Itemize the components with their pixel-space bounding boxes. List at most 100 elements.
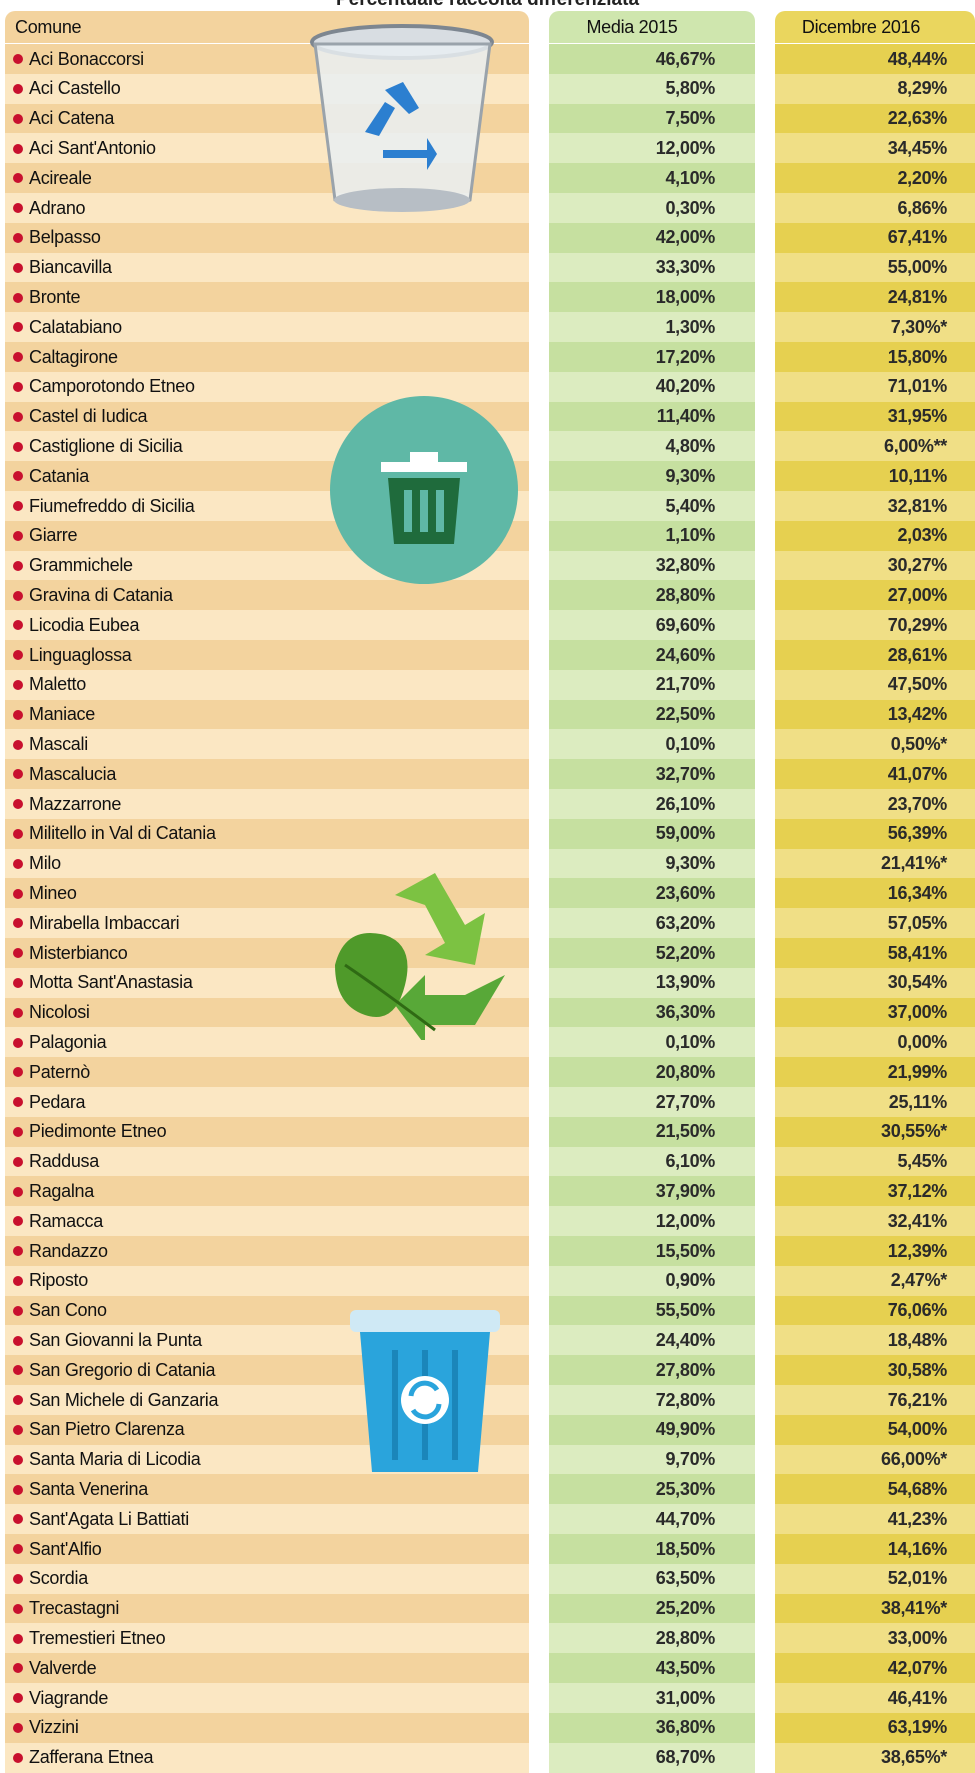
value-cell: 31,00% — [549, 1683, 755, 1713]
value-cell: 42,07% — [775, 1653, 975, 1683]
value-cell: 41,23% — [775, 1504, 975, 1534]
value-cell: 38,65%* — [775, 1743, 975, 1773]
comune-cell: Caltagirone — [5, 342, 529, 372]
value-cell: 0,10% — [549, 729, 755, 759]
value-cell: 24,60% — [549, 640, 755, 670]
value-cell: 54,68% — [775, 1474, 975, 1504]
value-cell: 8,29% — [775, 74, 975, 104]
value-cell: 7,50% — [549, 104, 755, 134]
value-cell: 5,45% — [775, 1147, 975, 1177]
comune-cell: Piedimonte Etneo — [5, 1117, 529, 1147]
value-cell: 13,42% — [775, 700, 975, 730]
value-cell: 6,10% — [549, 1147, 755, 1177]
value-cell: 32,41% — [775, 1206, 975, 1236]
comune-cell: Militello in Val di Catania — [5, 819, 529, 849]
value-cell: 2,20% — [775, 163, 975, 193]
value-cell: 0,00% — [775, 1027, 975, 1057]
title: Percentuale raccolta differenziata — [0, 0, 975, 11]
value-cell: 21,70% — [549, 670, 755, 700]
comune-cell: Raddusa — [5, 1147, 529, 1177]
header-cell: Media 2015 — [549, 11, 755, 43]
value-cell: 1,10% — [549, 521, 755, 551]
value-cell: 2,47%* — [775, 1266, 975, 1296]
value-cell: 27,00% — [775, 580, 975, 610]
value-cell: 28,80% — [549, 1623, 755, 1653]
value-cell: 52,20% — [549, 938, 755, 968]
value-cell: 4,80% — [549, 431, 755, 461]
value-cell: 69,60% — [549, 610, 755, 640]
value-cell: 17,20% — [549, 342, 755, 372]
value-cell: 47,50% — [775, 670, 975, 700]
value-cell: 10,11% — [775, 461, 975, 491]
value-cell: 2,03% — [775, 521, 975, 551]
value-cell: 28,61% — [775, 640, 975, 670]
value-cell: 66,00%* — [775, 1445, 975, 1475]
value-cell: 25,30% — [549, 1474, 755, 1504]
value-cell: 22,63% — [775, 104, 975, 134]
value-cell: 76,21% — [775, 1385, 975, 1415]
value-cell: 72,80% — [549, 1385, 755, 1415]
value-cell: 70,29% — [775, 610, 975, 640]
comune-cell: Pedara — [5, 1087, 529, 1117]
page: Percentuale raccolta differenziata Comun… — [0, 0, 975, 1773]
value-cell: 1,30% — [549, 312, 755, 342]
comune-cell: Scordia — [5, 1564, 529, 1594]
value-cell: 56,39% — [775, 819, 975, 849]
value-cell: 9,70% — [549, 1445, 755, 1475]
value-cell: 18,50% — [549, 1534, 755, 1564]
value-cell: 15,80% — [775, 342, 975, 372]
value-cell: 37,90% — [549, 1176, 755, 1206]
value-cell: 30,54% — [775, 968, 975, 998]
value-cell: 27,80% — [549, 1355, 755, 1385]
value-cell: 32,80% — [549, 551, 755, 581]
value-cell: 21,99% — [775, 1057, 975, 1087]
comune-cell: Mascalucia — [5, 759, 529, 789]
value-cell: 46,41% — [775, 1683, 975, 1713]
value-cell: 11,40% — [549, 402, 755, 432]
value-cell: 5,40% — [549, 491, 755, 521]
value-cell: 20,80% — [549, 1057, 755, 1087]
value-cell: 63,20% — [549, 908, 755, 938]
comune-cell: Maletto — [5, 670, 529, 700]
value-cell: 7,30%* — [775, 312, 975, 342]
comune-cell: Valverde — [5, 1653, 529, 1683]
value-cell: 58,41% — [775, 938, 975, 968]
value-cell: 43,50% — [549, 1653, 755, 1683]
value-cell: 4,10% — [549, 163, 755, 193]
value-cell: 30,27% — [775, 551, 975, 581]
value-cell: 21,41%* — [775, 849, 975, 879]
value-cell: 31,95% — [775, 402, 975, 432]
value-cell: 0,10% — [549, 1027, 755, 1057]
value-cell: 9,30% — [549, 461, 755, 491]
value-cell: 13,90% — [549, 968, 755, 998]
value-cell: 9,30% — [549, 849, 755, 879]
value-cell: 32,70% — [549, 759, 755, 789]
value-cell: 46,67% — [549, 44, 755, 74]
recycle-leaf-icon — [325, 865, 520, 1040]
value-cell: 36,30% — [549, 998, 755, 1028]
comune-cell: Randazzo — [5, 1236, 529, 1266]
value-cell: 14,16% — [775, 1534, 975, 1564]
value-cell: 25,11% — [775, 1087, 975, 1117]
comune-cell: Biancavilla — [5, 253, 529, 283]
comune-cell: Vizzini — [5, 1713, 529, 1743]
value-cell: 26,10% — [549, 789, 755, 819]
value-cell: 44,70% — [549, 1504, 755, 1534]
comune-cell: Zafferana Etnea — [5, 1743, 529, 1773]
comune-cell: Riposto — [5, 1266, 529, 1296]
comune-cell: Maniace — [5, 700, 529, 730]
value-cell: 76,06% — [775, 1296, 975, 1326]
comune-cell: Licodia Eubea — [5, 610, 529, 640]
value-cell: 71,01% — [775, 372, 975, 402]
value-cell: 33,00% — [775, 1623, 975, 1653]
value-cell: 30,55%* — [775, 1117, 975, 1147]
value-cell: 55,00% — [775, 253, 975, 283]
comune-cell: Paternò — [5, 1057, 529, 1087]
comune-cell: Belpasso — [5, 223, 529, 253]
value-cell: 37,12% — [775, 1176, 975, 1206]
comune-cell: Bronte — [5, 282, 529, 312]
value-cell: 0,50%* — [775, 729, 975, 759]
value-cell: 48,44% — [775, 44, 975, 74]
value-cell: 27,70% — [549, 1087, 755, 1117]
value-cell: 38,41%* — [775, 1594, 975, 1624]
